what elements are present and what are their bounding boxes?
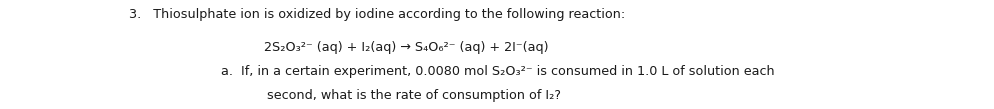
Text: a.  If, in a certain experiment, 0.0080 mol S₂O₃²⁻ is consumed in 1.0 L of solut: a. If, in a certain experiment, 0.0080 m… bbox=[221, 65, 773, 78]
Text: 2S₂O₃²⁻ (aq) + I₂(aq) → S₄O₆²⁻ (aq) + 2I⁻(aq): 2S₂O₃²⁻ (aq) + I₂(aq) → S₄O₆²⁻ (aq) + 2I… bbox=[263, 41, 548, 54]
Text: 3.   Thiosulphate ion is oxidized by iodine according to the following reaction:: 3. Thiosulphate ion is oxidized by iodin… bbox=[129, 8, 625, 21]
Text: second, what is the rate of consumption of I₂?: second, what is the rate of consumption … bbox=[266, 89, 560, 102]
